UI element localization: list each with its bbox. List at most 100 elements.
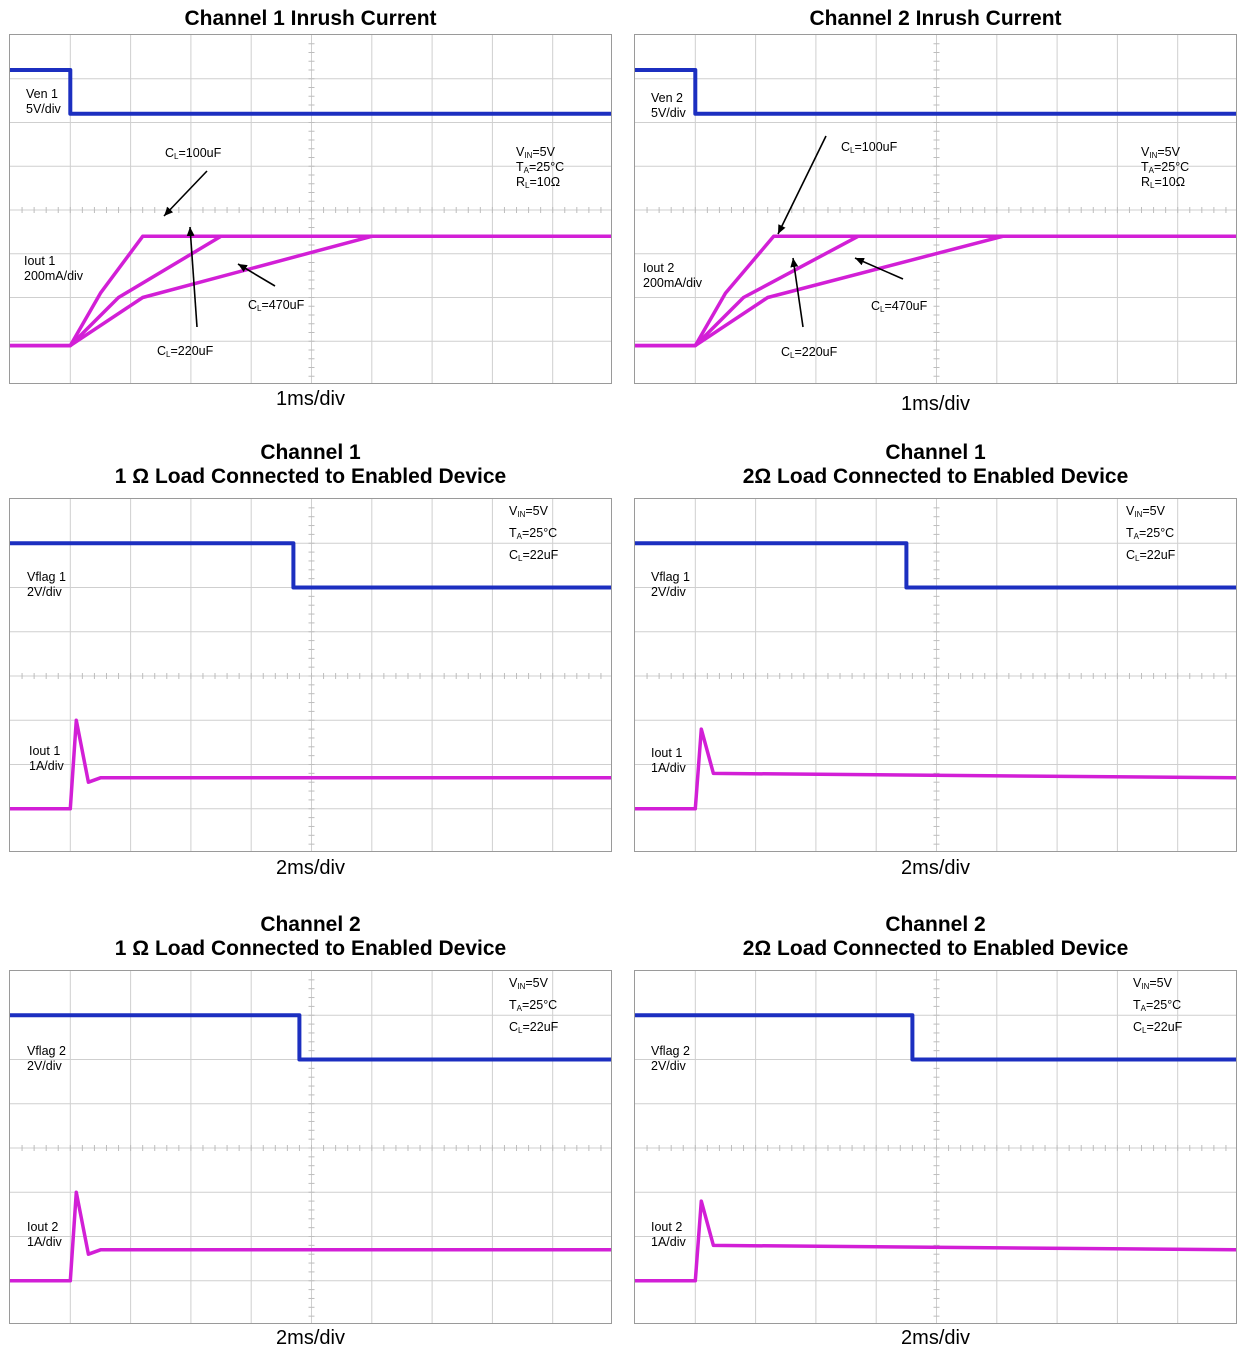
annotation-arrow (186, 226, 198, 328)
scope-plot (10, 499, 611, 851)
current-trace (10, 234, 611, 348)
condition-vin: VIN=5V (1141, 145, 1180, 160)
condition-rl: RL=10Ω (516, 175, 561, 190)
trace2-scale: 1A/div (651, 761, 686, 775)
trace2-name: Iout 1 (24, 254, 56, 268)
trace1-scale: 2V/div (27, 1059, 62, 1073)
condition-vin: VIN=5V (1133, 976, 1172, 991)
current-trace (635, 1199, 1236, 1283)
annotation-cl-220uf: CL=220uF (781, 345, 838, 360)
scope-plot (635, 35, 1236, 383)
chart-title-line-2: 1 Ω Load Connected to Enabled Device (114, 937, 507, 960)
trace2-scale: 200mA/div (24, 269, 84, 283)
trace2-name: Iout 1 (651, 746, 683, 760)
trace2-name: Iout 2 (651, 1220, 683, 1234)
annotation-arrow (790, 257, 804, 328)
scope-plot (635, 971, 1236, 1323)
annotation-cl-220uf: CL=220uF (157, 344, 214, 359)
scope-screen: Ven 2 5V/div Iout 2 200mA/div VIN=5V TA=25… (634, 34, 1237, 384)
trace2-label: Iout 1 1A/div (29, 744, 64, 774)
scope-screen: Ven 1 5V/div Iout 1 200mA/div VIN=5V TA=25… (9, 34, 612, 384)
scope-plot (635, 499, 1236, 851)
trace2-label: Iout 2 1A/div (651, 1220, 686, 1250)
current-trace (10, 718, 611, 811)
test-conditions: VIN=5V TA=25°C CL=22uF (1126, 500, 1175, 566)
voltage-trace (635, 68, 1236, 116)
voltage-trace (10, 541, 611, 590)
current-trace (635, 727, 1236, 811)
trace2-name: Iout 1 (29, 744, 61, 758)
chart-title-line-2: 1 Ω Load Connected to Enabled Device (114, 465, 507, 488)
grid (10, 499, 611, 851)
voltage-trace (10, 68, 611, 116)
chart-title-line-1: Channel 1 (885, 441, 986, 464)
condition-ta: TA=25°C (509, 998, 558, 1013)
scope-screen: Vflag 1 2V/div Iout 1 1A/div VIN=5V TA=25°… (634, 498, 1237, 852)
x-axis-caption: 2ms/div (276, 1327, 345, 1349)
chart-title: Channel 2 Inrush Current (809, 7, 1062, 30)
chart-panel-ch1-inrush: Channel 1 Inrush Current Ven 1 5V/div Iou… (9, 5, 612, 415)
condition-ta: TA=25°C (1126, 526, 1175, 541)
chart-panel-ch2-inrush: Channel 2 Inrush Current Ven 2 5V/div Iou… (634, 5, 1237, 415)
condition-cl: CL=22uF (509, 1020, 559, 1035)
scope-screen: Vflag 2 2V/div Iout 2 1A/div VIN=5V TA=25°… (634, 970, 1237, 1324)
voltage-trace (635, 541, 1236, 590)
condition-vin: VIN=5V (509, 976, 548, 991)
trace2-label: Iout 2 1A/div (27, 1220, 62, 1250)
condition-vin: VIN=5V (509, 504, 548, 519)
trace1-name: Ven 1 (26, 87, 58, 101)
trace1-label: Vflag 2 2V/div (651, 1044, 690, 1074)
trace1-label: Ven 1 5V/div (26, 87, 61, 117)
trace1-label: Vflag 2 2V/div (27, 1044, 66, 1074)
trace2-name: Iout 2 (643, 261, 675, 275)
grid (10, 35, 611, 383)
trace1-label: Vflag 1 2V/div (27, 570, 66, 600)
trace1-scale: 5V/div (26, 102, 61, 116)
annotation-cl-100uf: CL=100uF (841, 140, 898, 155)
x-axis-caption: 2ms/div (901, 857, 970, 879)
trace1-name: Vflag 1 (27, 570, 66, 584)
trace1-scale: 5V/div (651, 106, 686, 120)
chart-title: Channel 1 2Ω Load Connected to Enabled De… (634, 441, 1237, 489)
trace1-name: Vflag 1 (651, 570, 690, 584)
trace1-name: Ven 2 (651, 91, 683, 105)
scope-plot (10, 971, 611, 1323)
condition-ta: TA=25°C (1141, 160, 1190, 175)
trace1-label: Ven 2 5V/div (651, 91, 686, 121)
chart-title-line-2: 2Ω Load Connected to Enabled Device (742, 465, 1129, 488)
trace2-scale: 200mA/div (643, 276, 703, 290)
x-axis-caption: 1ms/div (276, 388, 345, 410)
grid (635, 35, 1236, 383)
trace2-scale: 1A/div (27, 1235, 62, 1249)
condition-ta: TA=25°C (1133, 998, 1182, 1013)
grid (10, 971, 611, 1323)
scope-plot (10, 35, 611, 383)
trace1-scale: 2V/div (27, 585, 62, 599)
annotation-arrow (777, 135, 827, 235)
annotation-arrow (854, 257, 904, 280)
chart-panel-ch2-2ohm-load: Channel 2 2Ω Load Connected to Enabled De… (634, 913, 1237, 1353)
chart-title-line-2: 2Ω Load Connected to Enabled Device (742, 937, 1129, 960)
trace2-label: Iout 1 1A/div (651, 746, 686, 776)
annotation-cl-470uf: CL=470uF (871, 299, 928, 314)
scope-screen: Vflag 1 2V/div Iout 1 1A/div VIN=5V TA=25°… (9, 498, 612, 852)
x-axis-caption: 2ms/div (276, 857, 345, 879)
voltage-trace (635, 1013, 1236, 1062)
condition-vin: VIN=5V (1126, 504, 1165, 519)
condition-rl: RL=10Ω (1141, 175, 1186, 190)
chart-title-line-1: Channel 2 (260, 913, 361, 936)
chart-title-line-1: Channel 2 (885, 913, 986, 936)
test-conditions: VIN=5V TA=25°C RL=10Ω (1141, 145, 1189, 190)
trace2-scale: 1A/div (651, 1235, 686, 1249)
trace2-name: Iout 2 (27, 1220, 59, 1234)
current-trace (635, 234, 1236, 348)
trace1-scale: 2V/div (651, 585, 686, 599)
scope-screen: Vflag 2 2V/div Iout 2 1A/div VIN=5V TA=25°… (9, 970, 612, 1324)
chart-title: Channel 1 Inrush Current (184, 7, 437, 30)
trace1-name: Vflag 2 (651, 1044, 690, 1058)
chart-panel-ch1-2ohm-load: Channel 1 2Ω Load Connected to Enabled De… (634, 441, 1237, 884)
annotation-cl-100uf: CL=100uF (165, 146, 222, 161)
annotation-arrow (237, 263, 276, 287)
